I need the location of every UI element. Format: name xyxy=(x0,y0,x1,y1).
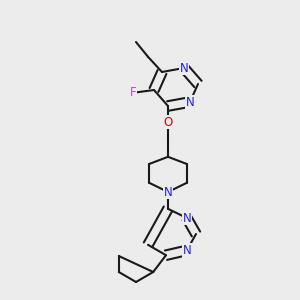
Text: N: N xyxy=(180,61,188,74)
Text: F: F xyxy=(130,86,136,99)
Text: N: N xyxy=(186,95,194,109)
Text: N: N xyxy=(182,212,191,224)
Text: N: N xyxy=(164,185,172,199)
Text: O: O xyxy=(164,116,172,128)
Text: N: N xyxy=(182,244,191,257)
